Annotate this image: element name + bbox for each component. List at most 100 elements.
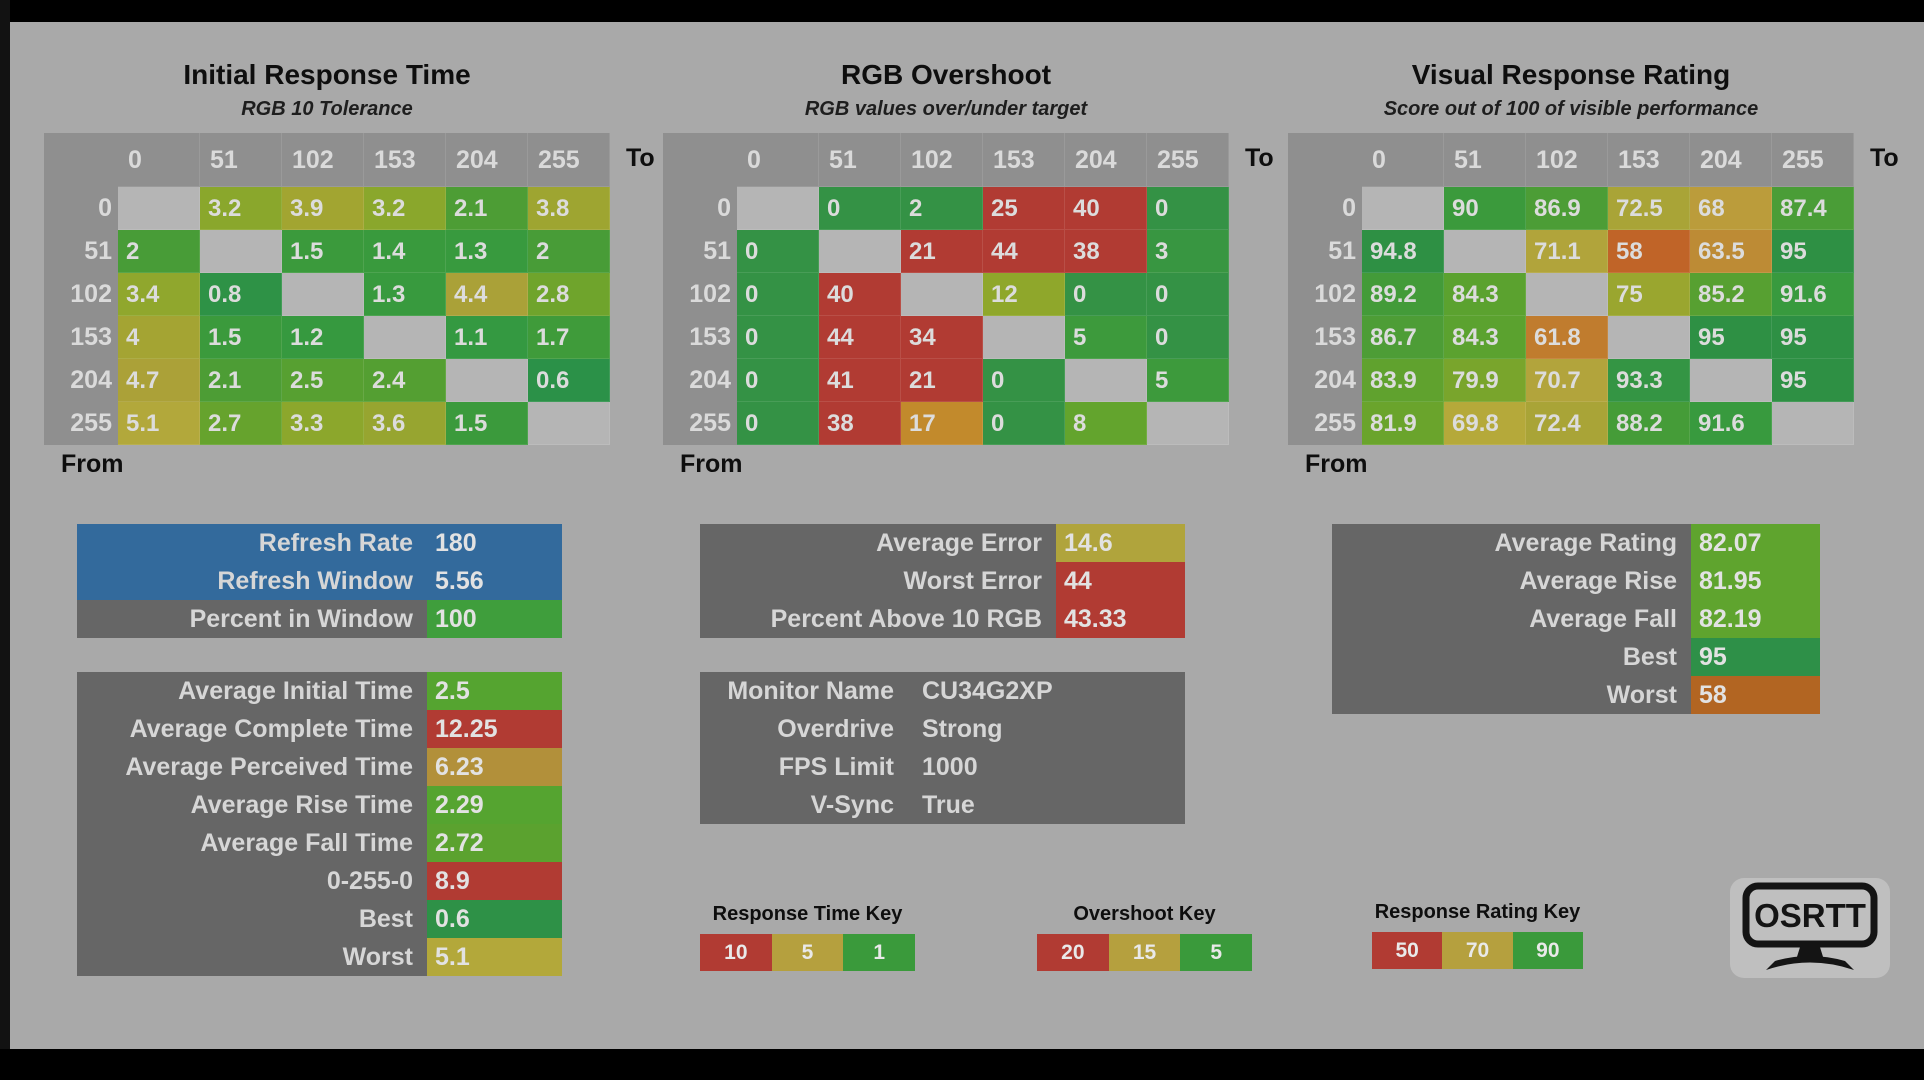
col-header-102: 102 [282,133,364,187]
key-title: Overshoot Key [1073,903,1216,925]
diagonal-empty-cell [737,187,819,230]
heatmap-cell: 63.5 [1690,230,1772,273]
heatmap-cell: 90 [1444,187,1526,230]
col-header-51: 51 [200,133,282,187]
stat-label: Average Rating [1332,524,1691,562]
heatmap-cell: 75 [1608,273,1690,316]
key-swatches: 50 70 90 [1372,932,1583,969]
heatmap-cell: 1.1 [446,316,528,359]
key-swatch: 5 [1180,934,1253,971]
left-edge-strip [0,0,10,1080]
heatmap-cell: 0 [1147,187,1229,230]
stat-value: 100 [427,600,562,638]
stat-label: Worst [77,938,427,976]
heatmap-cell: 88.2 [1608,402,1690,445]
heatmap-cell: 1.3 [364,273,446,316]
stat-row: Average Error 14.6 [700,524,1185,562]
heatmap-cell: 0.6 [528,359,610,402]
col-header-255: 255 [1772,133,1854,187]
col-header-204: 204 [1065,133,1147,187]
row-header-255: 255 [1314,409,1356,437]
diagonal-empty-cell [1444,230,1526,273]
corner-cell [44,133,118,187]
stat-value: 14.6 [1056,524,1185,562]
stat-label: Refresh Window [77,562,427,600]
response-rating-key: Response Rating Key 50 70 90 [1372,901,1583,969]
heatmap-cell: 79.9 [1444,359,1526,402]
stat-row: Overdrive Strong [700,710,1185,748]
col-header-51: 51 [1444,133,1526,187]
heatmap-cell: 8 [1065,402,1147,445]
corner-cell [1288,133,1362,187]
from-axis-label: From [61,450,124,478]
heatmap-cell: 1.5 [282,230,364,273]
row-header-102: 102 [689,280,731,308]
key-swatch: 5 [771,934,844,971]
logo-text: OSRTT [1754,897,1866,934]
heatmap-cell: 25 [983,187,1065,230]
stat-label: V-Sync [700,786,908,824]
col-header-255: 255 [528,133,610,187]
heatmap-cell: 1.4 [364,230,446,273]
stat-row: Average Fall 82.19 [1332,600,1820,638]
to-axis-label: To [1245,144,1274,172]
heatmap-grid: 0 51 102 153 204 255 0 3.2 3.9 3.2 2.1 3.8 51 2 1.5 1.4… [44,133,610,445]
heatmap-cell: 2 [528,230,610,273]
heatmap-grid: 0 51 102 153 204 255 0 0 2 25 40 0 51 0 21 44 38 3 102 0 40 1… [663,133,1229,445]
heatmap-cell: 0 [737,402,819,445]
heatmap-cell: 3.2 [364,187,446,230]
heatmap-cell: 2.5 [282,359,364,402]
heatmap-cell: 84.3 [1444,316,1526,359]
stat-label: Average Initial Time [77,672,427,710]
row-header-51: 51 [1328,237,1356,265]
row-header-204: 204 [70,366,112,394]
heatmap-visual-response-rating: Visual Response Rating Score out of 100 … [1288,56,1899,479]
rating-stats-panel: Average Rating 82.07 Average Rise 81.95 Aver… [1332,524,1820,714]
stat-value: 58 [1691,676,1820,714]
heatmap-grid: 0 51 102 153 204 255 0 90 86.9 72.5 68 87.4 51 94.8 71… [1288,133,1854,445]
stat-row: FPS Limit 1000 [700,748,1185,786]
osrtt-logo: OSRTT [1730,878,1890,978]
table-subtitle: RGB values over/under target [804,98,1088,120]
stat-value: 81.95 [1691,562,1820,600]
stat-value: 8.9 [427,862,562,900]
col-header-0: 0 [737,133,819,187]
heatmap-cell: 83.9 [1362,359,1444,402]
heatmap-cell: 87.4 [1772,187,1854,230]
col-header-204: 204 [1690,133,1772,187]
heatmap-cell: 4.4 [446,273,528,316]
stat-label: Average Rise [1332,562,1691,600]
col-header-102: 102 [901,133,983,187]
stat-label: FPS Limit [700,748,908,786]
from-axis-label: From [1305,450,1368,478]
diagonal-empty-cell [528,402,610,445]
stat-label: Average Perceived Time [77,748,427,786]
heatmap-cell: 1.2 [282,316,364,359]
key-swatch: 10 [700,934,772,971]
stat-label: Average Fall [1332,600,1691,638]
heatmap-cell: 0 [983,359,1065,402]
row-header-51: 51 [703,237,731,265]
diagonal-empty-cell [200,230,282,273]
heatmap-cell: 44 [819,316,901,359]
stat-value: 43.33 [1056,600,1185,638]
stat-row: Average Initial Time 2.5 [77,672,562,710]
diagonal-empty-cell [1362,187,1444,230]
to-axis-label: To [1870,144,1899,172]
stat-label: Worst Error [700,562,1056,600]
stat-row: Average Rating 82.07 [1332,524,1820,562]
stat-label: Average Error [700,524,1056,562]
heatmap-cell: 44 [983,230,1065,273]
stat-value: 95 [1691,638,1820,676]
stat-value: 12.25 [427,710,562,748]
diagonal-empty-cell [901,273,983,316]
heatmap-cell: 1.3 [446,230,528,273]
stat-value: CU34G2XP [908,672,1185,710]
stat-row: Average Complete Time 12.25 [77,710,562,748]
stat-value: 82.19 [1691,600,1820,638]
response-time-stats-panel: Average Initial Time 2.5 Average Complete … [77,672,562,976]
heatmap-cell: 40 [819,273,901,316]
stat-label: Refresh Rate [77,524,427,562]
heatmap-initial-response-time: Initial Response Time RGB 10 Tolerance 0… [44,56,655,479]
heatmap-cell: 0 [819,187,901,230]
